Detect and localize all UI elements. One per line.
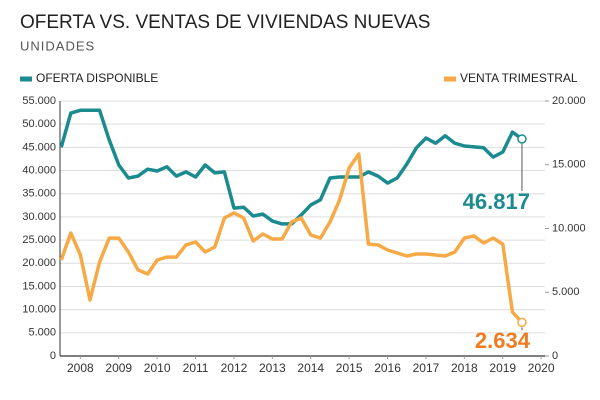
end-marker <box>517 134 527 144</box>
y2-tick-label: 5.000 <box>552 286 580 298</box>
x-tick-label: 2017 <box>413 361 440 375</box>
x-tick-label: 2013 <box>259 361 286 375</box>
y-tick-label: 50.000 <box>22 118 56 130</box>
series-line <box>59 108 524 226</box>
y-tick-label: 5.000 <box>28 327 56 339</box>
y2-tick-label: 10.000 <box>552 222 586 234</box>
y-tick-label: 20.000 <box>22 257 56 269</box>
y-tick-label: 10.000 <box>22 304 56 316</box>
y-tick-label: 15.000 <box>22 280 56 292</box>
y2-tick-label: 20.000 <box>552 95 586 107</box>
x-tick-label: 2011 <box>183 361 209 375</box>
x-tick-label: 2016 <box>374 361 401 375</box>
value-label: 46.817 <box>463 189 530 214</box>
legend-label: VENTA TRIMESTRAL <box>460 71 578 85</box>
x-tick-label: 2014 <box>297 361 324 375</box>
value-label: 2.634 <box>475 328 531 353</box>
x-tick-label: 2010 <box>144 361 171 375</box>
legend-label: OFERTA DISPONIBLE <box>36 71 158 85</box>
y-tick-label: 0 <box>50 350 56 362</box>
x-tick-label: 2012 <box>221 361 248 375</box>
y2-tick-label: 0 <box>552 350 558 362</box>
x-tick-label: 2015 <box>336 361 363 375</box>
y-tick-label: 25.000 <box>22 234 56 246</box>
y2-tick-label: 15.000 <box>552 159 586 171</box>
series-line <box>59 152 524 324</box>
chart-title: OFERTA VS. VENTAS DE VIVIENDAS NUEVAS <box>20 12 430 33</box>
x-tick-label: 2008 <box>67 361 94 375</box>
x-tick-label: 2020 <box>528 361 555 375</box>
chart-subtitle: UNIDADES <box>20 38 95 53</box>
x-tick-label: 2009 <box>105 361 132 375</box>
y-tick-label: 40.000 <box>22 164 56 176</box>
y-tick-label: 30.000 <box>22 211 56 223</box>
x-tick-label: 2018 <box>451 361 478 375</box>
end-marker <box>517 317 527 328</box>
y-tick-label: 35.000 <box>22 188 56 200</box>
y-tick-label: 45.000 <box>22 141 56 153</box>
y-tick-label: 55.000 <box>22 95 56 107</box>
x-tick-label: 2019 <box>489 361 516 375</box>
